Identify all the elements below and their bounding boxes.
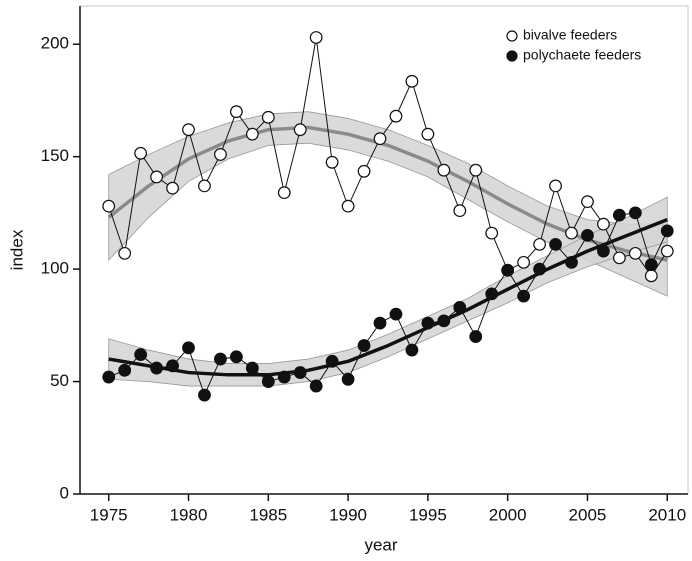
- data-point: [438, 315, 450, 327]
- data-point: [406, 76, 418, 88]
- data-point: [534, 263, 546, 275]
- data-point: [645, 259, 657, 271]
- data-point: [326, 356, 338, 368]
- data-point: [310, 380, 322, 392]
- legend-label: bivalve feeders: [523, 27, 617, 43]
- data-point: [518, 257, 530, 269]
- data-point: [598, 245, 610, 257]
- data-point: [199, 180, 211, 192]
- data-point: [390, 110, 402, 122]
- data-point: [374, 317, 386, 329]
- data-point: [119, 365, 131, 377]
- data-point: [566, 227, 578, 239]
- x-tick-label: 1975: [90, 505, 128, 524]
- data-point: [358, 340, 370, 352]
- data-point: [438, 164, 450, 176]
- data-point: [342, 200, 354, 212]
- x-tick-label: 1980: [170, 505, 208, 524]
- y-tick-label: 0: [60, 483, 69, 502]
- x-axis-label: year: [364, 535, 397, 554]
- data-point: [326, 156, 338, 168]
- data-point: [151, 171, 163, 183]
- data-point: [199, 389, 211, 401]
- data-point: [645, 270, 657, 282]
- data-point: [486, 227, 498, 239]
- data-point: [294, 124, 306, 136]
- x-tick-label: 1985: [249, 505, 287, 524]
- data-point: [247, 362, 259, 374]
- data-point: [422, 128, 434, 140]
- data-point: [566, 257, 578, 269]
- data-point: [183, 124, 195, 136]
- legend-marker: [507, 31, 517, 41]
- x-tick-label: 1990: [329, 505, 367, 524]
- data-point: [550, 180, 562, 192]
- data-point: [614, 209, 626, 221]
- chart: year index 0 50 100 150 200 1975 1980 1985 1990 1…: [0, 0, 692, 561]
- y-tick-label: 100: [41, 259, 69, 278]
- data-point: [294, 367, 306, 379]
- data-point: [502, 264, 514, 276]
- data-point: [135, 349, 147, 361]
- data-point: [486, 288, 498, 300]
- data-point: [582, 230, 594, 242]
- data-point: [614, 252, 626, 264]
- data-point: [278, 187, 290, 199]
- data-point: [390, 308, 402, 320]
- data-point: [342, 374, 354, 386]
- data-point: [103, 371, 115, 383]
- y-tick-label: 200: [41, 34, 69, 53]
- data-point: [119, 248, 131, 260]
- legend-marker: [507, 51, 517, 61]
- y-tick-label: 150: [41, 146, 69, 165]
- data-point: [661, 225, 673, 237]
- y-tick-label: 50: [50, 371, 69, 390]
- data-point: [661, 245, 673, 257]
- data-point: [151, 362, 163, 374]
- data-point: [278, 371, 290, 383]
- data-point: [167, 360, 179, 372]
- data-point: [358, 165, 370, 177]
- data-point: [598, 218, 610, 230]
- data-point: [454, 302, 466, 314]
- data-point: [582, 196, 594, 208]
- data-point: [630, 248, 642, 260]
- data-point: [454, 205, 466, 217]
- data-point: [215, 353, 227, 365]
- y-axis-label: index: [7, 229, 26, 270]
- data-point: [135, 147, 147, 159]
- data-point: [374, 133, 386, 145]
- data-point: [247, 128, 259, 140]
- data-point: [470, 331, 482, 343]
- x-tick-label: 2010: [648, 505, 686, 524]
- data-point: [470, 164, 482, 176]
- data-point: [167, 182, 179, 194]
- data-point: [103, 200, 115, 212]
- data-point: [231, 351, 243, 363]
- data-point: [263, 376, 275, 388]
- x-tick-label: 2000: [489, 505, 527, 524]
- data-point: [550, 239, 562, 251]
- data-point: [406, 344, 418, 356]
- data-point: [422, 317, 434, 329]
- data-point: [231, 106, 243, 118]
- data-point: [630, 207, 642, 219]
- data-point: [534, 239, 546, 251]
- x-tick-label: 2005: [569, 505, 607, 524]
- data-point: [215, 149, 227, 161]
- data-point: [310, 32, 322, 44]
- data-point: [183, 342, 195, 354]
- legend-label: polychaete feeders: [523, 47, 641, 63]
- x-tick-label: 1995: [409, 505, 447, 524]
- data-point: [518, 290, 530, 302]
- data-point: [263, 112, 275, 124]
